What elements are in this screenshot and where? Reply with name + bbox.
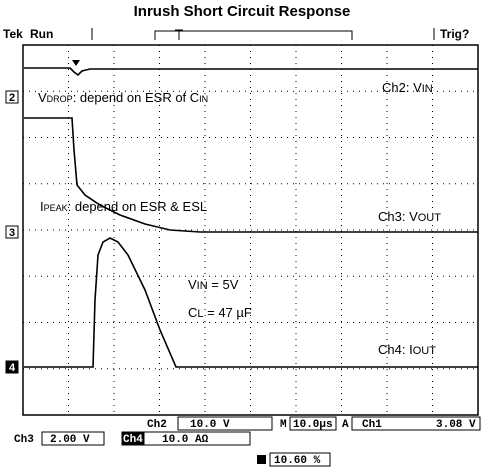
- annotation: CL = 47 µF: [188, 305, 252, 320]
- trigger-state: Trig?: [440, 27, 469, 41]
- ch4-waveform: [24, 237, 478, 368]
- ch2-scale: 10.0 V: [190, 419, 230, 431]
- annotation-part: = 5V: [208, 277, 239, 292]
- annotation-part: IN: [199, 94, 208, 104]
- trigger-level: 3.08 V: [436, 419, 476, 431]
- ch4-scale: 10.0 AΩ: [162, 434, 209, 446]
- timebase-label: M: [280, 419, 287, 431]
- position-icon: [257, 455, 266, 464]
- annotation: VIN = 5V: [188, 277, 239, 292]
- annotation-part: DROP: [47, 94, 73, 104]
- annotation-part: OUT: [418, 212, 442, 224]
- position: 10.60 %: [274, 455, 321, 467]
- annotation-part: IN: [422, 83, 433, 95]
- annotation: Ch2: VIN: [382, 80, 433, 95]
- ch3-waveform: [24, 117, 478, 233]
- title: Inrush Short Circuit Response: [134, 3, 351, 20]
- annotation-part: : depend on ESR & ESL: [68, 199, 207, 214]
- annotation-part: Ch4: I: [378, 342, 413, 357]
- annotation: VDROP: depend on ESR of CIN: [38, 90, 208, 105]
- ch3-scale: 2.00 V: [50, 434, 90, 446]
- annotation-part: C: [188, 305, 197, 320]
- annotation: Ch3: VOUT: [378, 209, 441, 224]
- annotation-part: I: [40, 199, 44, 214]
- ch3-label: Ch3: [14, 434, 34, 446]
- acq-mode: A: [342, 419, 349, 431]
- channel-markers: 2 3 4: [5, 90, 19, 374]
- annotation-part: PEAK: [44, 203, 68, 213]
- timebase: 10.0µs: [293, 419, 333, 431]
- ch2-marker: 2: [9, 92, 15, 104]
- annotation-part: OUT: [413, 345, 437, 357]
- annotation-part: L: [197, 308, 203, 320]
- run-state: Run: [30, 27, 53, 41]
- annotation-part: : depend on ESR of C: [73, 90, 199, 105]
- ch4-marker: 4: [9, 362, 16, 374]
- annotation-part: V: [38, 90, 47, 105]
- ch2-label: Ch2: [147, 419, 167, 431]
- trigger-marker: [72, 60, 80, 66]
- waveforms: [24, 60, 478, 368]
- trigger-source: Ch1: [362, 419, 382, 431]
- annotation-part: IN: [197, 280, 208, 292]
- annotation: IPEAK: depend on ESR & ESL: [40, 199, 207, 214]
- ch3-marker: 3: [9, 227, 15, 239]
- annotation-part: Ch3: V: [378, 209, 418, 224]
- readouts: [41, 416, 481, 467]
- top-bar: [91, 28, 435, 40]
- annotation-part: = 47 µF: [204, 305, 252, 320]
- annotation: Ch4: IOUT: [378, 342, 436, 357]
- annotation-part: Ch2: V: [382, 80, 422, 95]
- ch4-label: Ch4: [123, 434, 143, 446]
- ch2-waveform: [24, 67, 478, 77]
- annotation-part: V: [188, 277, 197, 292]
- brand: Tek: [3, 27, 23, 41]
